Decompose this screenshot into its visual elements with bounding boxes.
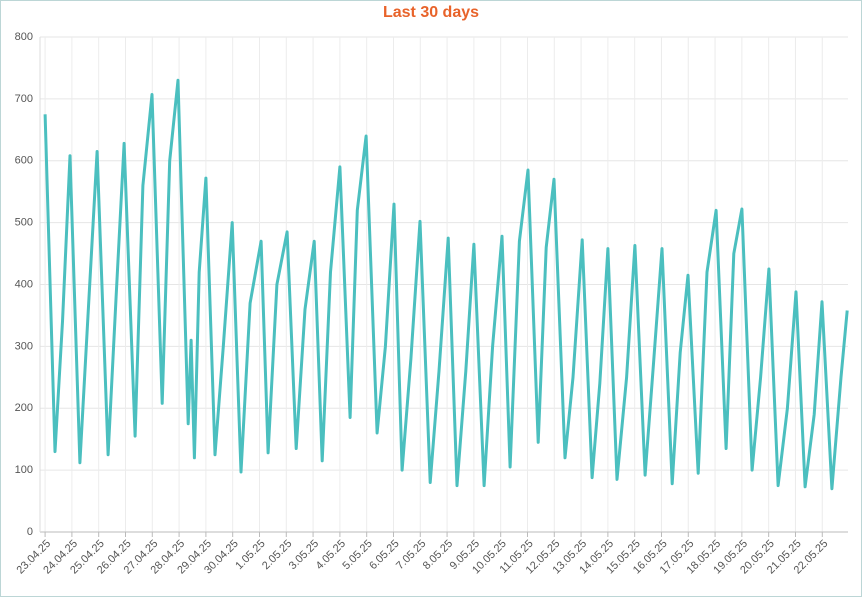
y-tick-label: 500 <box>15 217 33 229</box>
y-tick-label: 300 <box>15 340 33 352</box>
data-line <box>43 78 849 491</box>
y-tick-label: 700 <box>15 93 33 105</box>
y-tick-label: 800 <box>15 31 33 43</box>
y-tick-label: 100 <box>15 464 33 476</box>
chart-title: Last 30 days <box>383 4 479 21</box>
y-tick-label: 600 <box>15 155 33 167</box>
y-tick-label: 400 <box>15 278 33 290</box>
y-tick-label: 0 <box>27 526 33 538</box>
y-tick-label: 200 <box>15 402 33 414</box>
